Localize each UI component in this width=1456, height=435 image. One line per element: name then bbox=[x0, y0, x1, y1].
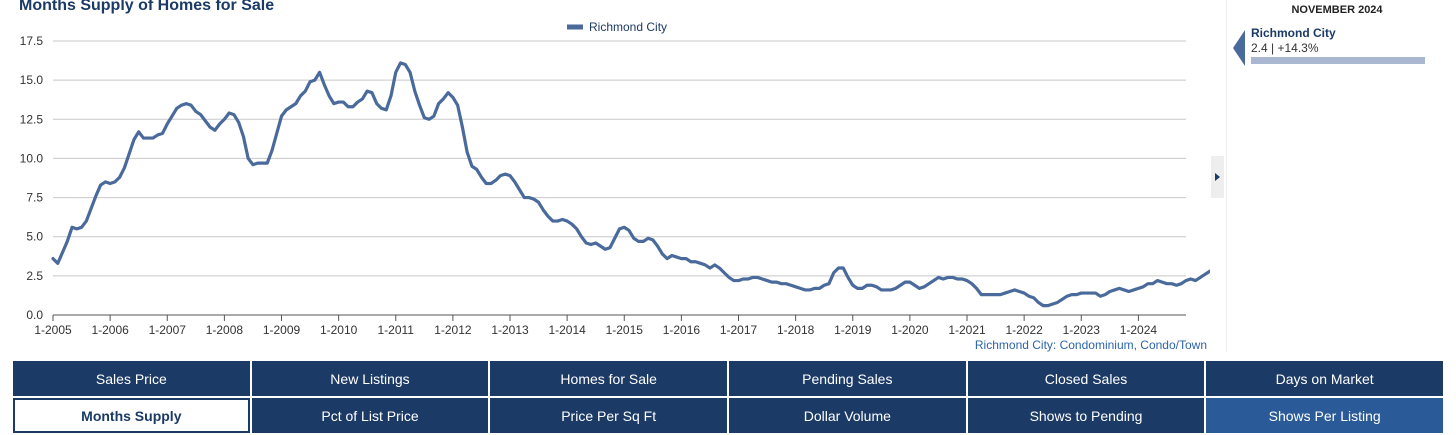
source-note: Richmond City: Condominium, Condo/Town bbox=[974, 338, 1207, 352]
metric-tabs: Sales Price New Listings Homes for Sale Pen… bbox=[13, 361, 1443, 433]
x-tick-label: 1-2009 bbox=[263, 323, 301, 337]
tab-price-per-sq-ft[interactable]: Price Per Sq Ft bbox=[490, 398, 727, 433]
x-tick-label: 1-2005 bbox=[34, 323, 72, 337]
x-tick-label: 1-2013 bbox=[491, 323, 529, 337]
x-tick-label: 1-2015 bbox=[606, 323, 644, 337]
summary-bar bbox=[1251, 57, 1425, 64]
tab-dollar-volume[interactable]: Dollar Volume bbox=[729, 398, 966, 433]
line-chart: 0.02.55.07.510.012.515.017.5 1-2005 1-200… bbox=[20, 20, 1210, 337]
x-tick-label: 1-2023 bbox=[1063, 323, 1101, 337]
series-line[interactable] bbox=[51, 61, 1210, 308]
x-tick-label: 1-2024 bbox=[1120, 323, 1158, 337]
x-tick-label: 1-2014 bbox=[548, 323, 586, 337]
x-tick-label: 1-2018 bbox=[777, 323, 815, 337]
x-tick-label: 1-2016 bbox=[663, 323, 701, 337]
tab-closed-sales[interactable]: Closed Sales bbox=[967, 361, 1205, 396]
legend[interactable]: Richmond City bbox=[567, 20, 667, 34]
pointer-arrow-icon bbox=[1233, 30, 1245, 66]
tab-shows-to-pending[interactable]: Shows to Pending bbox=[967, 398, 1205, 433]
x-tick-label: 1-2011 bbox=[378, 323, 415, 337]
y-tick-label: 17.5 bbox=[20, 34, 44, 48]
series-layer bbox=[51, 61, 1210, 308]
summary-name: Richmond City bbox=[1251, 26, 1336, 40]
tab-new-listings[interactable]: New Listings bbox=[251, 361, 489, 396]
y-tick-label: 15.0 bbox=[20, 73, 44, 87]
x-tick-label: 1-2021 bbox=[948, 323, 986, 337]
y-tick-label: 10.0 bbox=[20, 151, 44, 165]
y-tick-label: 5.0 bbox=[26, 230, 43, 244]
tab-days-on-market[interactable]: Days on Market bbox=[1206, 361, 1443, 396]
y-tick-label: 7.5 bbox=[26, 191, 43, 205]
x-tick-label: 1-2012 bbox=[434, 323, 472, 337]
x-tick-label: 1-2010 bbox=[320, 323, 358, 337]
x-tick-label: 1-2008 bbox=[206, 323, 244, 337]
x-tick-label: 1-2019 bbox=[834, 323, 872, 337]
x-tick-label: 1-2022 bbox=[1005, 323, 1043, 337]
tab-sales-price[interactable]: Sales Price bbox=[13, 361, 250, 396]
tab-pct-of-list-price[interactable]: Pct of List Price bbox=[251, 398, 489, 433]
tab-months-supply[interactable]: Months Supply bbox=[13, 398, 250, 433]
summary-stats: 2.4 | +14.3% bbox=[1251, 41, 1319, 55]
y-tick-label: 12.5 bbox=[20, 112, 44, 126]
y-axis: 0.0 2.5 5.0 7.5 10.0 12.5 15.0 17.5 bbox=[20, 34, 44, 322]
panel-toggle-button[interactable] bbox=[1211, 156, 1224, 198]
chart-title: Months Supply of Homes for Sale bbox=[19, 0, 275, 14]
period-label: NOVEMBER 2024 bbox=[1291, 4, 1383, 16]
x-tick-label: 1-2007 bbox=[149, 323, 187, 337]
x-tick-label: 1-2020 bbox=[891, 323, 929, 337]
legend-label[interactable]: Richmond City bbox=[589, 20, 667, 34]
summary-card[interactable]: Richmond City 2.4 | +14.3% bbox=[1233, 26, 1433, 70]
side-panel: NOVEMBER 2024 Richmond City 2.4 | +14.3% bbox=[1226, 0, 1456, 352]
tab-shows-per-listing[interactable]: Shows Per Listing bbox=[1206, 398, 1443, 433]
y-tick-label: 2.5 bbox=[26, 269, 43, 283]
tab-pending-sales[interactable]: Pending Sales bbox=[729, 361, 966, 396]
x-axis: 1-2005 1-2006 1-2007 1-2008 1-2009 1-2010 1-20… bbox=[34, 315, 1157, 337]
x-tick-label: 1-2006 bbox=[91, 323, 129, 337]
grid-lines bbox=[53, 40, 1186, 316]
tab-homes-for-sale[interactable]: Homes for Sale bbox=[490, 361, 727, 396]
x-tick-label: 1-2017 bbox=[720, 323, 758, 337]
y-tick-label: 0.0 bbox=[26, 308, 43, 322]
